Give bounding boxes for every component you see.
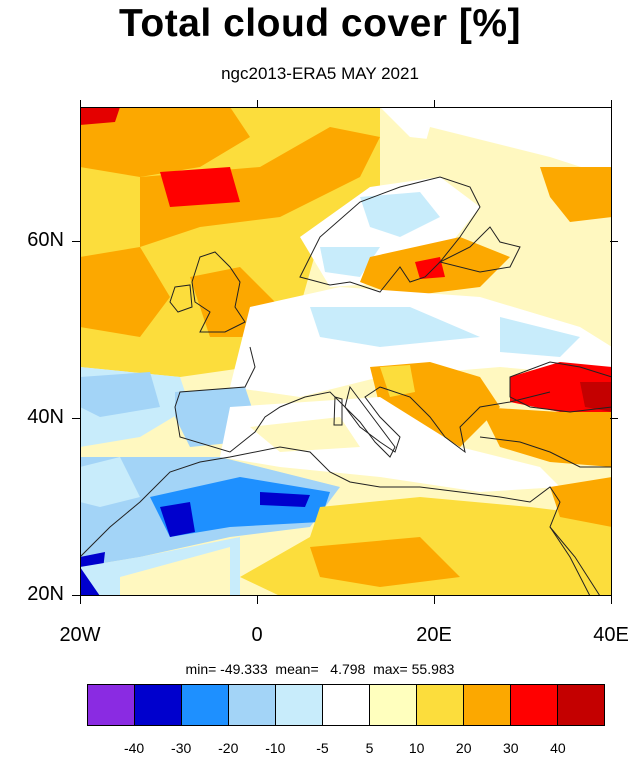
colorbar-label-1: -30 bbox=[171, 740, 192, 756]
lon-label-0: 0 bbox=[251, 624, 263, 646]
map-subtitle: ngc2013-ERA5 MAY 2021 bbox=[221, 64, 419, 83]
lon-label-20e: 20E bbox=[416, 624, 452, 646]
map-title: Total cloud cover [%] bbox=[119, 2, 521, 45]
cloud-cover-map bbox=[80, 107, 612, 596]
lon-label-40e: 40E bbox=[593, 624, 629, 646]
map-canvas bbox=[80, 107, 612, 596]
colorbar-box-4 bbox=[276, 685, 323, 725]
colorbar bbox=[87, 684, 605, 726]
colorbar-label-7: 20 bbox=[455, 740, 472, 756]
colorbar-box-2 bbox=[182, 685, 229, 725]
colorbar-label-2: -20 bbox=[218, 740, 239, 756]
colorbar-box-8 bbox=[464, 685, 511, 725]
colorbar-box-9 bbox=[511, 685, 558, 725]
lat-label-40n: 40N bbox=[27, 406, 64, 428]
colorbar-label-4: -5 bbox=[316, 740, 329, 756]
colorbar-label-5: 5 bbox=[365, 740, 374, 756]
colorbar-box-6 bbox=[370, 685, 417, 725]
colorbar-label-8: 30 bbox=[503, 740, 519, 756]
colorbar-box-0 bbox=[88, 685, 135, 725]
colorbar-box-1 bbox=[135, 685, 182, 725]
colorbar-box-7 bbox=[417, 685, 464, 725]
colorbar-label-6: 10 bbox=[408, 740, 425, 756]
colorbar-label-0: -40 bbox=[123, 740, 145, 756]
colorbar-box-3 bbox=[229, 685, 276, 725]
colorbar-box-5 bbox=[323, 685, 370, 725]
lon-label-20w: 20W bbox=[59, 624, 101, 646]
stats-line: min= -49.333 mean= 4.798 max= 55.983 bbox=[185, 661, 455, 677]
colorbar-box-10 bbox=[558, 685, 604, 725]
colorbar-label-3: -10 bbox=[265, 740, 286, 756]
lat-label-20n: 20N bbox=[27, 583, 64, 605]
lat-label-60n: 60N bbox=[27, 229, 64, 251]
colorbar-label-9: 40 bbox=[550, 740, 566, 756]
